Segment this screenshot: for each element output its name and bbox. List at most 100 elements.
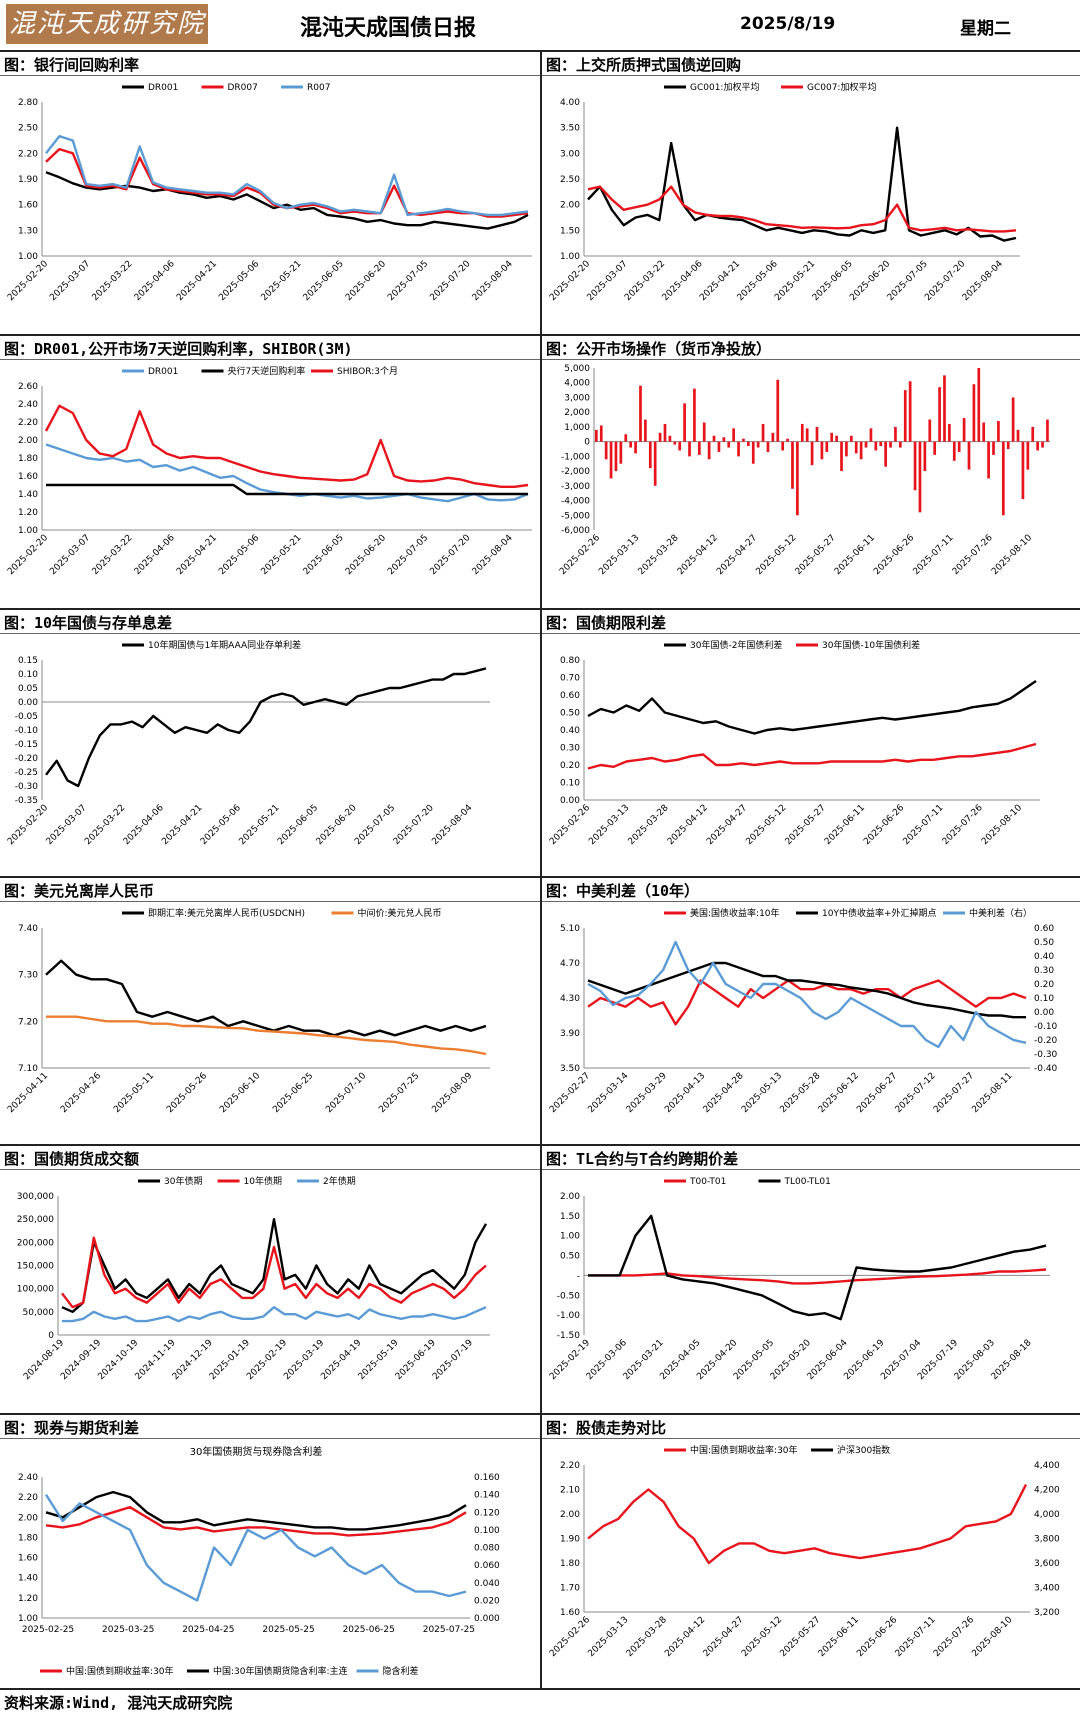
- y2-tick-label: 0.60: [1034, 924, 1054, 934]
- series-line: [61, 1218, 488, 1314]
- y-tick-label: -0.20: [15, 754, 39, 764]
- legend-label: 2年债期: [323, 1175, 356, 1187]
- chart-calendar-spread: 2.001.501.000.50--0.50-1.00-1.502025-02-…: [548, 1177, 1050, 1382]
- x-tick-label: 2025-06-05: [302, 533, 346, 577]
- x-tick-label: 2025-07-11: [912, 533, 956, 577]
- legend-label: 中美利差（右）: [969, 907, 1032, 919]
- legend-label: GC001:加权平均: [690, 81, 759, 93]
- x-tick-label: 2025-04-13: [663, 1071, 707, 1115]
- y-tick-label: -1.00: [557, 1311, 581, 1321]
- bar: [683, 403, 686, 442]
- bar: [688, 441, 691, 457]
- bar: [903, 390, 907, 442]
- y-tick-label: 1.60: [18, 472, 38, 482]
- y-tick-label: 7.40: [18, 924, 38, 934]
- y2-tick-label: 0.020: [474, 1596, 500, 1606]
- y-tick-label: -0.50: [557, 1291, 581, 1301]
- bar: [992, 441, 995, 455]
- x-tick-label: 2025-06-20: [344, 259, 388, 303]
- bar: [830, 432, 834, 442]
- bar: [943, 375, 946, 442]
- x-tick-label: 2025-08-11: [970, 1071, 1014, 1115]
- bar: [717, 441, 721, 452]
- x-tick-label: 2025-08-04: [961, 259, 1005, 303]
- y-tick-label: 0.50: [560, 1252, 580, 1262]
- bar: [791, 441, 794, 489]
- y-tick-label: -0.05: [15, 712, 38, 722]
- y-tick-label: -1.50: [557, 1331, 581, 1341]
- y-tick-label: 7.10: [18, 1064, 38, 1074]
- y-tick-label: 250,000: [17, 1215, 54, 1225]
- x-tick-label: 2025-05-27: [778, 1615, 822, 1659]
- bar: [874, 441, 878, 451]
- y-tick-label: 0.00: [560, 796, 580, 806]
- bar: [658, 432, 662, 442]
- y-tick-label: -0.15: [15, 740, 38, 750]
- y-tick-label: 1.60: [560, 1608, 580, 1618]
- x-tick-label: 2025-05-21: [259, 533, 303, 577]
- x-tick-label: 2025-05-13: [740, 1071, 784, 1115]
- legend-label: 中国:30年国债期货隐含利率:主连: [213, 1665, 348, 1677]
- chart-dr001-omo-shibor: 2.602.402.202.001.801.601.401.201.002025…: [6, 365, 532, 577]
- bar: [1031, 426, 1035, 442]
- bar: [1011, 397, 1015, 442]
- y-tick-label: 2.00: [18, 436, 38, 446]
- chart-title: 30年国债期货与现券隐含利差: [190, 1445, 323, 1458]
- bar: [771, 432, 775, 442]
- bar: [933, 441, 937, 455]
- x-tick-label: 2025-06-25: [343, 1625, 395, 1635]
- y-tick-label: 2,000: [564, 408, 590, 418]
- y-tick-label: 1.90: [18, 175, 38, 185]
- bar: [609, 441, 613, 479]
- y-tick-label: 2.20: [18, 149, 38, 159]
- y-tick-label: 2.00: [560, 1192, 580, 1202]
- x-tick-label: 2025-06-10: [218, 1071, 262, 1115]
- y-tick-label: 100,000: [17, 1285, 54, 1295]
- y-tick-label: 1.60: [18, 201, 38, 211]
- series-line: [45, 959, 487, 1037]
- bar: [815, 426, 819, 442]
- x-tick-label: 2025-04-21: [160, 803, 204, 847]
- y2-tick-label: 0.160: [474, 1473, 500, 1483]
- x-tick-label: 2025-08-10: [970, 1615, 1014, 1659]
- y-tick-label: 1.80: [18, 454, 38, 464]
- y-tick-label: 0.10: [18, 670, 38, 680]
- x-tick-label: 2025-08-04: [471, 259, 515, 303]
- y2-tick-label: 3,800: [1034, 1535, 1060, 1545]
- bar: [648, 441, 652, 469]
- bar: [1046, 419, 1049, 442]
- bar: [1006, 441, 1010, 449]
- chart-interbank-repo: 2.802.502.201.901.601.301.002025-02-2020…: [6, 83, 532, 303]
- y-tick-label: -3,000: [561, 482, 590, 492]
- series-line: [46, 483, 528, 496]
- y-tick-label: 150,000: [17, 1262, 54, 1272]
- series-line: [45, 135, 529, 217]
- y-tick-label: 0.70: [560, 674, 580, 684]
- y2-tick-label: 4,200: [1034, 1486, 1060, 1496]
- bar: [1016, 429, 1020, 442]
- x-tick-label: 2025-06-11: [833, 533, 877, 577]
- y-tick-label: -0.10: [15, 726, 39, 736]
- y-tick-label: 1.20: [18, 1594, 38, 1604]
- bar: [1041, 441, 1044, 448]
- legend-label: 30年国债-10年国债利差: [822, 639, 920, 651]
- x-tick-label: 2025-06-05: [276, 803, 320, 847]
- bar: [742, 438, 745, 442]
- y-tick-label: 200,000: [17, 1238, 54, 1248]
- bar: [972, 384, 976, 442]
- legend-label: 中国:国债到期收益率:30年: [690, 1444, 798, 1456]
- y-tick-label: 0: [48, 1331, 54, 1341]
- y-tick-label: 50,000: [23, 1308, 55, 1318]
- x-tick-label: 2025-03-25: [102, 1625, 154, 1635]
- y-tick-label: 3.50: [560, 1064, 580, 1074]
- column-divider: [540, 50, 542, 1688]
- bar: [737, 441, 740, 457]
- x-tick-label: 2025-07-10: [324, 1071, 368, 1115]
- bar: [629, 441, 633, 448]
- legend-label: 中国:国债到期收益率:30年: [66, 1665, 174, 1677]
- legend-label: 10年期国债与1年期AAA同业存单利差: [148, 639, 301, 651]
- x-tick-label: 2025-07-11: [902, 803, 946, 847]
- bar: [619, 441, 623, 464]
- x-tick-label: 2025-03-22: [83, 803, 127, 847]
